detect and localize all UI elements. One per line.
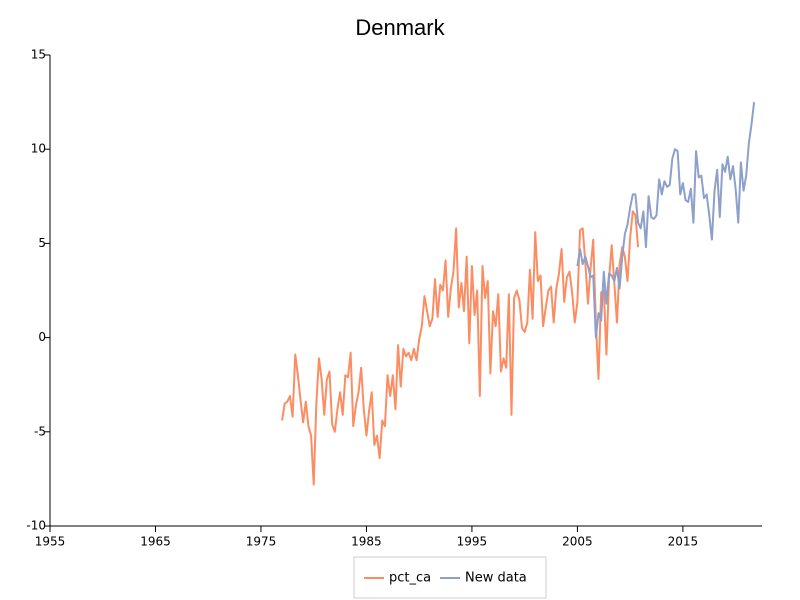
x-tick-label: 2015: [668, 535, 699, 549]
x-tick-label: 1995: [457, 535, 488, 549]
series-line: [576, 101, 756, 339]
x-tick-label: 1955: [35, 535, 66, 549]
chart-title: Denmark: [355, 15, 445, 40]
series-line: [281, 210, 640, 486]
legend-label: New data: [465, 571, 527, 586]
y-tick-label: -10: [26, 519, 46, 533]
legend-label: pct_ca: [389, 571, 431, 586]
y-tick-label: -5: [34, 424, 46, 438]
x-tick-label: 1965: [140, 535, 171, 549]
x-tick-label: 1985: [351, 535, 382, 549]
y-tick-label: 0: [38, 330, 46, 344]
y-tick-label: 5: [38, 236, 46, 250]
x-tick-label: 1975: [246, 535, 277, 549]
x-tick-label: 2005: [562, 535, 593, 549]
y-tick-label: 10: [31, 142, 46, 156]
y-tick-label: 15: [31, 48, 46, 62]
